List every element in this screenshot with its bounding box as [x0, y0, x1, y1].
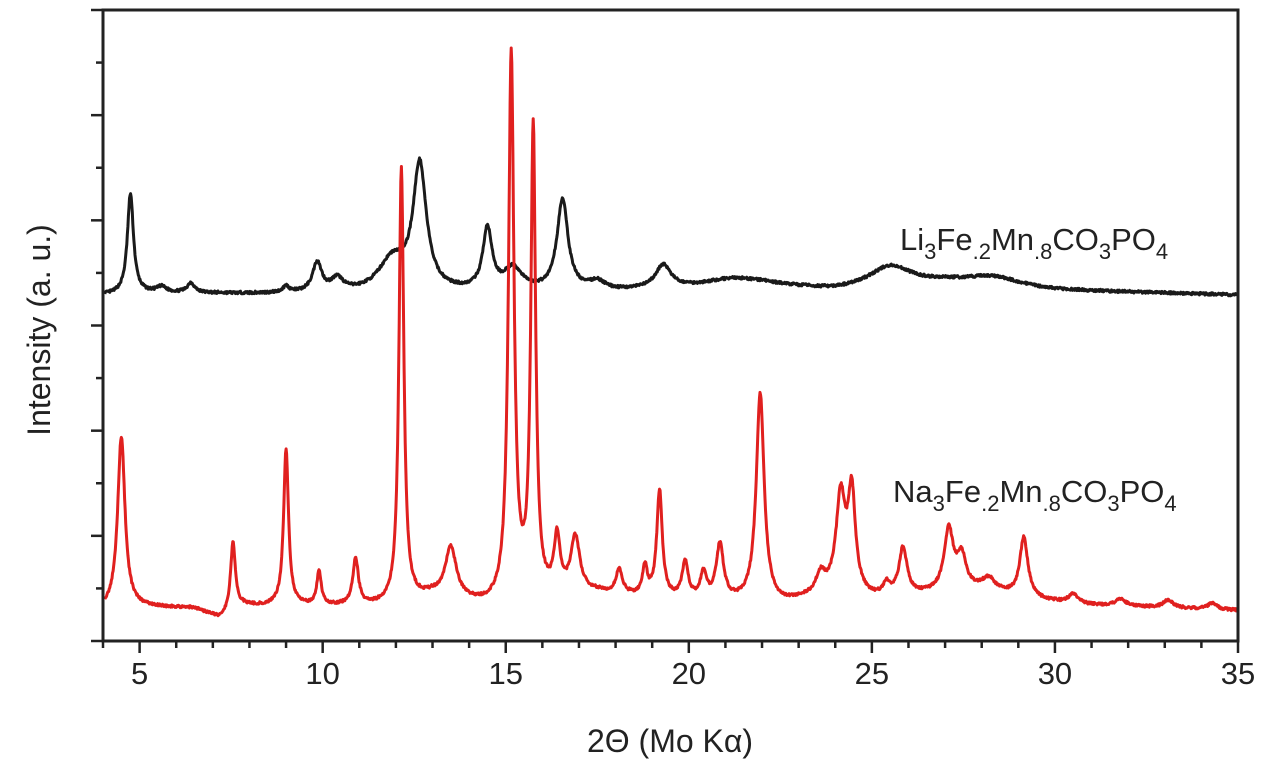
x-tick-label: 5	[131, 656, 148, 691]
x-tick-label: 35	[1221, 656, 1255, 691]
x-tick-label: 30	[1038, 656, 1072, 691]
series-label: Li3​Fe.2​Mn.8​CO3​PO4​	[900, 222, 1168, 264]
series-labels: Li3​Fe.2​Mn.8​CO3​PO4​ Na3​Fe.2​Mn.8​CO3​…	[893, 222, 1177, 516]
x-tick-label: 15	[488, 656, 522, 691]
series-line-li	[103, 156, 1239, 298]
y-axis-title: Intensity (a. u.)	[21, 224, 57, 436]
plot-series	[103, 46, 1240, 618]
x-tick-label: 20	[672, 656, 706, 691]
series-label: Na3​Fe.2​Mn.8​CO3​PO4​	[893, 474, 1177, 516]
x-axis-title: 2Θ (Mo Kα)	[587, 723, 753, 759]
x-tick-label: 10	[305, 656, 339, 691]
x-tick-label: 25	[855, 656, 889, 691]
plot-frame	[101, 8, 1240, 643]
axis-ticks: 5 10 15 20 25 30 35	[91, 8, 1255, 691]
series-line-na	[103, 46, 1240, 618]
